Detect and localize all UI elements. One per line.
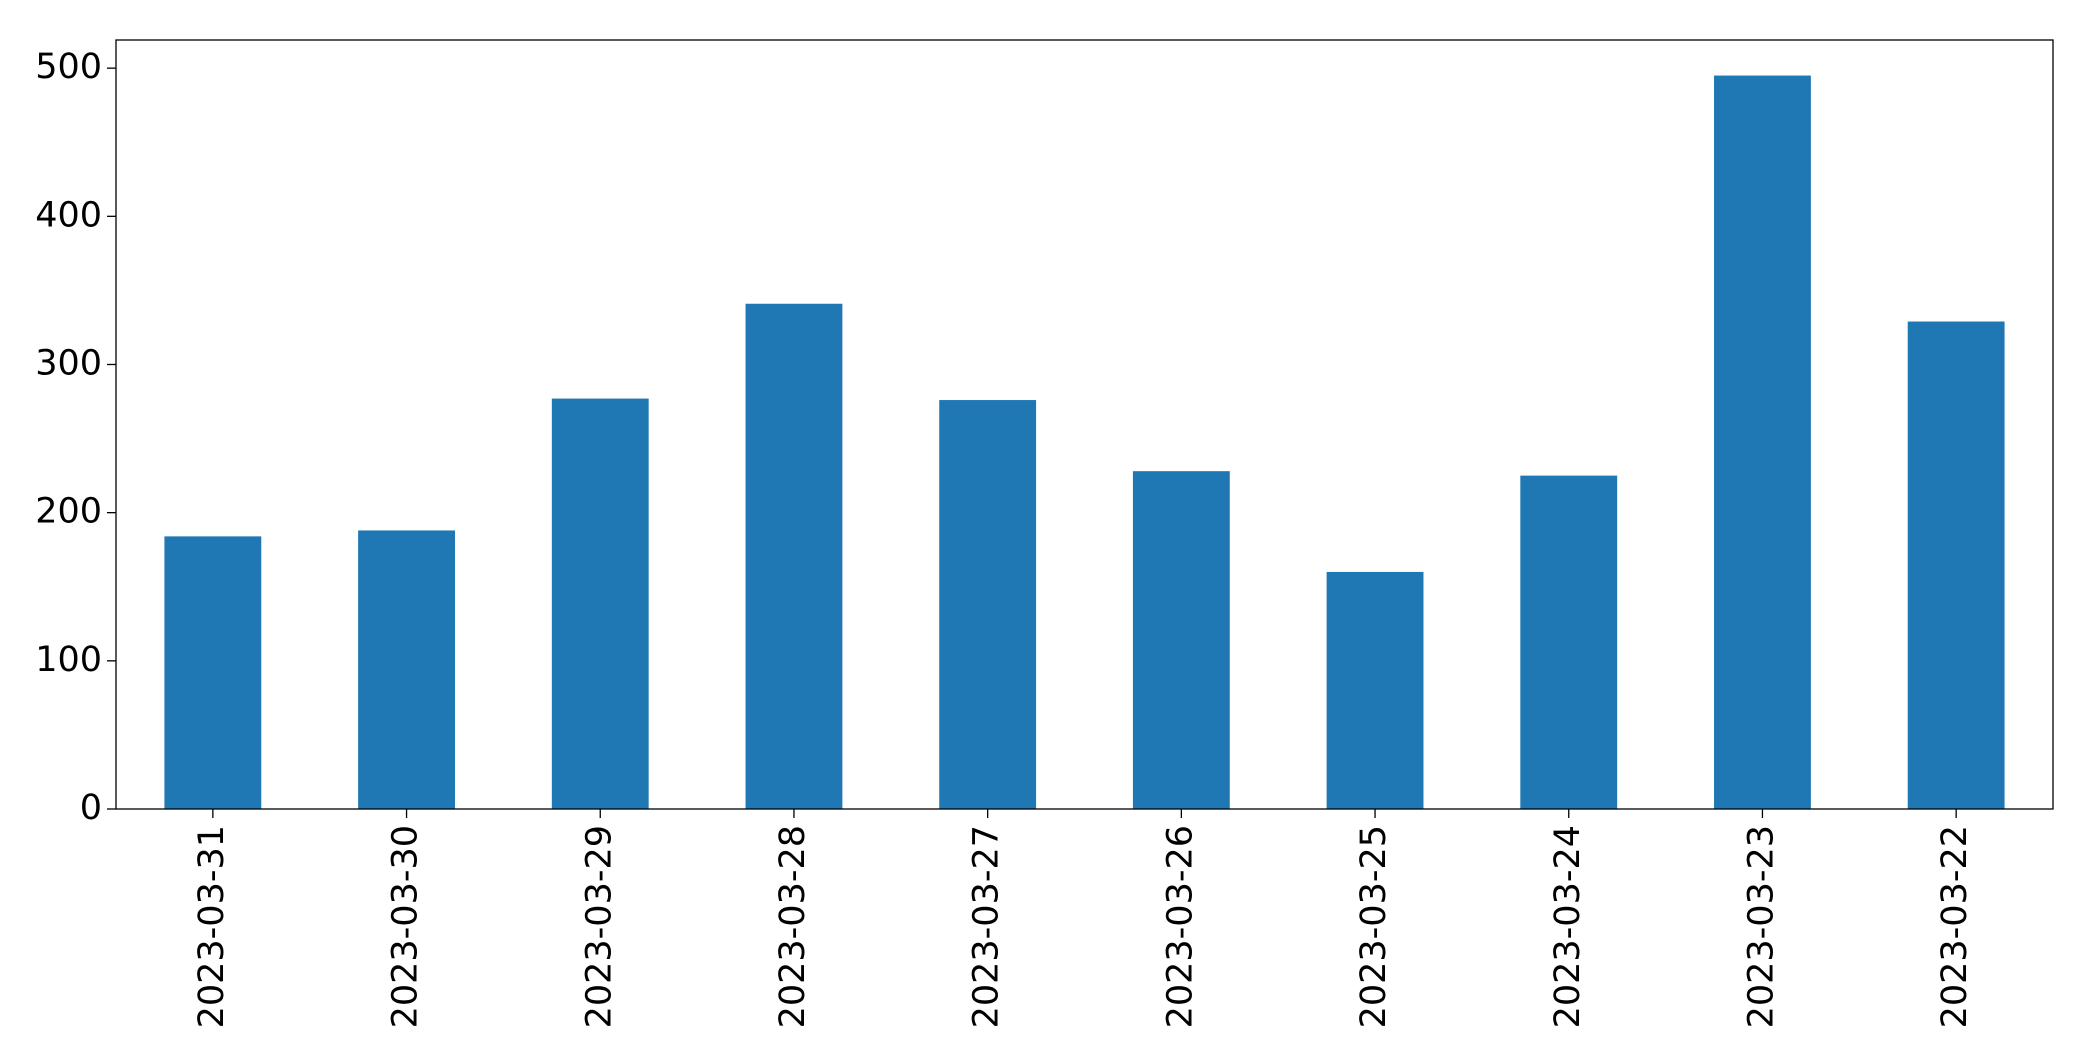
x-tick-label: 2023-03-26 bbox=[1160, 825, 1200, 1028]
bar bbox=[939, 400, 1037, 809]
x-tick-label: 2023-03-22 bbox=[1935, 825, 1975, 1028]
y-tick-label: 100 bbox=[35, 640, 102, 680]
x-tick-label: 2023-03-23 bbox=[1741, 825, 1781, 1028]
x-tick-label: 2023-03-30 bbox=[386, 825, 426, 1028]
bar bbox=[1520, 475, 1618, 809]
x-tick-label: 2023-03-31 bbox=[192, 825, 232, 1028]
x-tick-label: 2023-03-29 bbox=[579, 825, 619, 1028]
y-tick-label: 200 bbox=[35, 492, 102, 532]
y-tick-label: 300 bbox=[35, 343, 102, 383]
bar bbox=[1326, 571, 1424, 809]
bar bbox=[1907, 321, 2005, 809]
x-tick-label: 2023-03-28 bbox=[773, 825, 813, 1028]
y-tick-label: 400 bbox=[35, 195, 102, 235]
bar bbox=[358, 530, 455, 809]
plot-frame bbox=[115, 39, 2054, 810]
bar bbox=[745, 303, 843, 809]
x-tick-label: 2023-03-27 bbox=[967, 825, 1007, 1028]
bar bbox=[164, 536, 262, 809]
bar bbox=[1714, 75, 1811, 810]
x-tick-label: 2023-03-24 bbox=[1548, 825, 1588, 1028]
x-tick-label: 2023-03-25 bbox=[1354, 825, 1394, 1028]
bar bbox=[1132, 471, 1230, 809]
bar bbox=[551, 398, 649, 809]
y-tick-label: 500 bbox=[35, 47, 102, 87]
y-tick-label: 0 bbox=[80, 788, 102, 828]
